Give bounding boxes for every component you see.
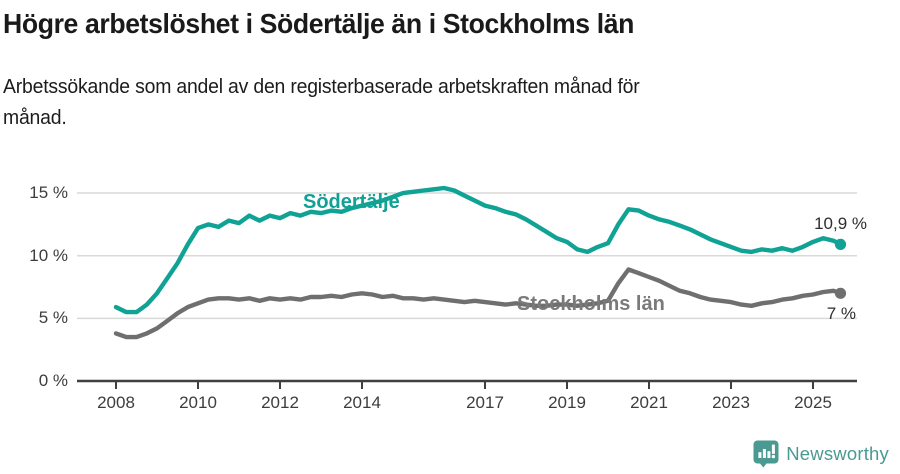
x-axis-tick-marks: [115, 381, 814, 389]
y-axis-label: 0 %: [38, 371, 68, 390]
x-axis-label: 2010: [179, 393, 217, 412]
series-line-stockholms-lan: [113, 267, 843, 340]
series-end-dot-sodertalje: [834, 238, 847, 250]
end-value-label-sodertalje: 10,9 %: [814, 214, 867, 233]
y-axis-label: 15 %: [29, 183, 68, 203]
speech-bubble-shape: [753, 440, 779, 468]
x-axis-label: 2021: [630, 393, 668, 412]
series-end-dot-stockholms-lan: [834, 287, 847, 299]
bar-short: [758, 452, 762, 458]
series-line-sodertalje: [113, 185, 843, 315]
x-axis-label: 2008: [97, 393, 135, 412]
x-axis-label: 2017: [466, 393, 504, 412]
gridlines: [77, 192, 857, 320]
exclamation-bar: [772, 444, 776, 454]
newsworthy-speech-bubble-chart-icon: [753, 440, 779, 468]
x-axis-label: 2025: [794, 393, 832, 412]
series-end-dots: [834, 238, 847, 299]
bar-mid: [767, 451, 771, 458]
y-axis-label: 10 %: [29, 245, 68, 265]
end-value-label-stockholms-lan: 7 %: [826, 304, 856, 323]
page-subtitle: Arbetssökande som andel av den registerb…: [3, 72, 857, 134]
newsworthy-logo-text: Newsworthy: [786, 443, 889, 464]
x-axis-label: 2012: [261, 393, 299, 412]
page-subtitle-line1: Arbetssökande som andel av den registerb…: [3, 76, 640, 98]
page-subtitle-line2: månad.: [3, 107, 67, 129]
series-lines: [113, 185, 843, 340]
newsworthy-logo[interactable]: Newsworthy: [753, 440, 889, 468]
page-title: Högre arbetslöshet i Södertälje än i Sto…: [3, 8, 635, 39]
bar-tall: [763, 449, 767, 458]
x-axis-label: 2023: [712, 393, 750, 412]
y-axis-label: 5 %: [38, 308, 68, 328]
x-axis-label: 2019: [548, 393, 586, 412]
series-label-sodertalje: Södertälje: [303, 191, 400, 213]
exclamation-dot: [771, 454, 776, 459]
series-label-stockholms-lan: Stockholms län: [517, 293, 665, 315]
x-axis-label: 2014: [343, 393, 381, 412]
